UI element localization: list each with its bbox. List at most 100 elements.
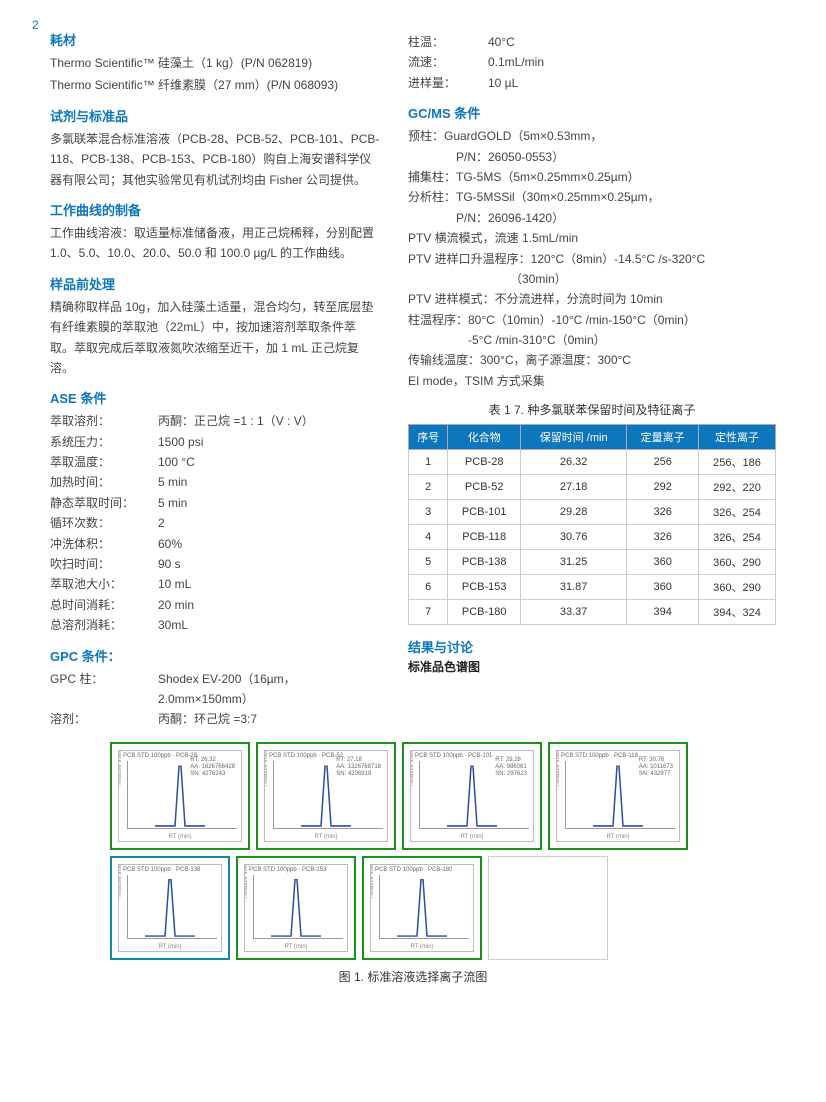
table-cell: 26.32 [520, 450, 626, 475]
chromatogram-panel: PCB STD 100ppb · PCB-28Relative Intensit… [110, 742, 690, 960]
kv-row: 系统压力：1500 psi [50, 432, 380, 452]
kv-value: 10 mL [158, 574, 380, 594]
kv-value: 丙酮：正己烷 =1 : 1（V : V） [158, 411, 380, 431]
kv-key: 加热时间： [50, 472, 158, 492]
kv-value: 90 s [158, 554, 380, 574]
chrom-row-1: PCB STD 100ppb · PCB-28Relative Intensit… [110, 742, 690, 850]
chromatogram-annotation: RT: 27.18AA: 1326768718SN: 4206918 [336, 757, 381, 779]
table-cell: 29.28 [520, 500, 626, 525]
gcms-line: EI mode，TSIM 方式采集 [408, 371, 776, 391]
chromatogram-box: PCB STD 100ppb · PCB-180Relative Intensi… [362, 856, 482, 960]
table-cell: 292 [627, 475, 699, 500]
kv-key: 静态萃取时间： [50, 493, 158, 513]
page-number: 2 [32, 18, 39, 32]
table-row: 4PCB-11830.76326326、254 [409, 525, 776, 550]
kv-value: 20 min [158, 595, 380, 615]
kv-row: 加热时间：5 min [50, 472, 380, 492]
table-cell: 2 [409, 475, 448, 500]
gpc-heading: GPC 条件： [50, 646, 380, 665]
chromatogram-inner: PCB STD 100ppb · PCB-153Relative Intensi… [244, 864, 348, 952]
ase-heading: ASE 条件 [50, 388, 380, 407]
table-header-cell: 序号 [409, 425, 448, 450]
gcms-line: 捕集柱：TG-5MS（5m×0.25mm×0.25µm） [408, 167, 776, 187]
kv-key: 进样量： [408, 73, 488, 93]
table-header-cell: 化合物 [448, 425, 521, 450]
consumables-line-2: Thermo Scientific™ 纤维素膜（27 mm）(P/N 06809… [50, 75, 380, 95]
kv-value: 丙酮：环己烷 =3:7 [158, 709, 380, 729]
kv-value: 5 min [158, 472, 380, 492]
table-cell: 31.25 [520, 550, 626, 575]
table-cell: PCB-28 [448, 450, 521, 475]
table-cell: PCB-180 [448, 600, 521, 625]
table-cell: 30.76 [520, 525, 626, 550]
kv-row: 冲洗体积：60% [50, 534, 380, 554]
left-column: 耗材 Thermo Scientific™ 硅藻土（1 kg）(P/N 0628… [50, 30, 380, 730]
chromatogram-inner: PCB STD 100ppb · PCB-52Relative Intensit… [264, 750, 388, 842]
table-row: 1PCB-2826.32256256、186 [409, 450, 776, 475]
kv-row: GPC 柱：Shodex EV-200（16µm，2.0mm×150mm） [50, 669, 380, 710]
gcms-heading: GC/MS 条件 [408, 103, 776, 122]
kv-key: 总溶剂消耗： [50, 615, 158, 635]
chromatogram-annotation: RT: 30.76AA: 1011673SN: 432977 [639, 757, 673, 779]
kv-value: 30mL [158, 615, 380, 635]
kv-key: 萃取温度： [50, 452, 158, 472]
gcms-line: PTV 进样口升温程序：120°C（8min）-14.5°C /s-320°C [408, 249, 776, 269]
curve-heading: 工作曲线的制备 [50, 200, 380, 219]
table-cell: 5 [409, 550, 448, 575]
consumables-heading: 耗材 [50, 30, 380, 49]
gcms-line: 传输线温度：300°C，离子源温度：300°C [408, 350, 776, 370]
table-cell: PCB-138 [448, 550, 521, 575]
kv-row: 萃取温度：100 °C [50, 452, 380, 472]
chromatogram-box: PCB STD 100ppb · PCB-118Relative Intensi… [548, 742, 688, 850]
kv-value: 2 [158, 513, 380, 533]
kv-row: 溶剂：丙酮：环己烷 =3:7 [50, 709, 380, 729]
table-cell: 394 [627, 600, 699, 625]
table-cell: PCB-153 [448, 575, 521, 600]
table-row: 6PCB-15331.87360360、290 [409, 575, 776, 600]
reagents-heading: 试剂与标准品 [50, 106, 380, 125]
chromatogram-inner: PCB STD 100ppb · PCB-180Relative Intensi… [370, 864, 474, 952]
chromatogram-box: PCB STD 100ppb · PCB-138Relative Intensi… [110, 856, 230, 960]
table-header-cell: 定量离子 [627, 425, 699, 450]
kv-key: 系统压力： [50, 432, 158, 452]
gcms-lines: 预柱：GuardGOLD（5m×0.53mm， P/N：26050-0553）捕… [408, 126, 776, 391]
gcms-line: （30min） [408, 269, 776, 289]
table-cell: 360 [627, 575, 699, 600]
kv-key: 吹扫时间： [50, 554, 158, 574]
pcb-table: 序号化合物保留时间 /min定量离子定性离子 1PCB-2826.3225625… [408, 424, 776, 625]
table-cell: 7 [409, 600, 448, 625]
kv-row: 柱温：40°C [408, 32, 776, 52]
table-row: 3PCB-10129.28326326、254 [409, 500, 776, 525]
kv-value: 60% [158, 534, 380, 554]
table-header-cell: 定性离子 [698, 425, 775, 450]
table-cell: 1 [409, 450, 448, 475]
chromatogram-inner: PCB STD 100ppb · PCB-28Relative Intensit… [118, 750, 242, 842]
table-cell: PCB-118 [448, 525, 521, 550]
kv-row: 总时间消耗：20 min [50, 595, 380, 615]
table-cell: 6 [409, 575, 448, 600]
table-cell: 292、220 [698, 475, 775, 500]
kv-key: GPC 柱： [50, 669, 158, 710]
kv-row: 循环次数：2 [50, 513, 380, 533]
table-cell: 256 [627, 450, 699, 475]
kv-key: 溶剂： [50, 709, 158, 729]
chromatogram-peak [140, 870, 200, 941]
kv-key: 冲洗体积： [50, 534, 158, 554]
kv-row: 萃取溶剂：丙酮：正己烷 =1 : 1（V : V） [50, 411, 380, 431]
gcms-line: PTV 横流模式，流速 1.5mL/min [408, 228, 776, 248]
kv-value: 100 °C [158, 452, 380, 472]
table-cell: 4 [409, 525, 448, 550]
gcms-line: -5°C /min-310°C（0min） [408, 330, 776, 350]
chromatogram-box: PCB STD 100ppb · PCB-101Relative Intensi… [402, 742, 542, 850]
table-cell: 360、290 [698, 575, 775, 600]
results-subheading: 标准品色谱图 [408, 658, 776, 675]
table-cell: 360、290 [698, 550, 775, 575]
kv-row: 萃取池大小：10 mL [50, 574, 380, 594]
gcms-line: 分析柱：TG-5MSSil（30m×0.25mm×0.25µm， [408, 187, 776, 207]
chromatogram-inner: PCB STD 100ppb · PCB-101Relative Intensi… [410, 750, 534, 842]
table-caption: 表 1 7. 种多氯联苯保留时间及特征离子 [408, 401, 776, 418]
table-row: 5PCB-13831.25360360、290 [409, 550, 776, 575]
main-columns: 耗材 Thermo Scientific™ 硅藻土（1 kg）(P/N 0628… [50, 30, 776, 730]
kv-value: Shodex EV-200（16µm，2.0mm×150mm） [158, 669, 380, 710]
kv-value: 10 µL [488, 73, 776, 93]
